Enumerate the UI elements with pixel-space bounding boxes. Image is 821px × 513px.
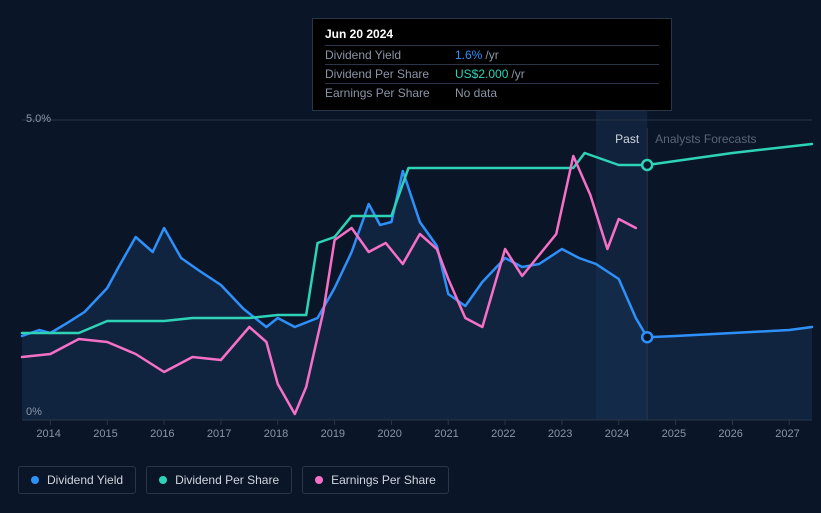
x-axis-label: 2027 [775, 428, 799, 440]
tooltip-row-label: Earnings Per Share [325, 86, 455, 100]
chart-tooltip: Jun 20 2024 Dividend Yield1.6%/yrDividen… [312, 18, 672, 111]
past-region-label: Past [615, 132, 639, 146]
legend-label: Dividend Per Share [175, 473, 279, 487]
x-axis-label: 2022 [491, 428, 515, 440]
tooltip-row-label: Dividend Yield [325, 48, 455, 62]
tooltip-row-suffix: /yr [485, 48, 498, 62]
x-axis-label: 2023 [548, 428, 572, 440]
legend-dot-icon [31, 476, 39, 484]
x-axis-label: 2016 [150, 428, 174, 440]
y-axis-label: 0% [26, 406, 42, 418]
x-axis-label: 2015 [93, 428, 117, 440]
tooltip-row: Earnings Per ShareNo data [325, 83, 659, 102]
y-axis-label: 5.0% [26, 113, 51, 125]
tooltip-row-value: 1.6% [455, 48, 482, 62]
tooltip-row-value: US$2.000 [455, 67, 508, 81]
tooltip-row-value: No data [455, 86, 497, 100]
chart-legend: Dividend Yield Dividend Per Share Earnings… [18, 466, 449, 494]
tooltip-row: Dividend Yield1.6%/yr [325, 45, 659, 64]
tooltip-date: Jun 20 2024 [325, 27, 659, 41]
tooltip-row: Dividend Per ShareUS$2.000/yr [325, 64, 659, 83]
legend-dot-icon [159, 476, 167, 484]
legend-label: Earnings Per Share [331, 473, 436, 487]
x-axis-label: 2020 [377, 428, 401, 440]
x-axis-label: 2025 [662, 428, 686, 440]
tooltip-row-label: Dividend Per Share [325, 67, 455, 81]
legend-item[interactable]: Dividend Yield [18, 466, 136, 494]
forecast-region-label: Analysts Forecasts [655, 132, 756, 146]
legend-item[interactable]: Dividend Per Share [146, 466, 292, 494]
x-axis-label: 2018 [264, 428, 288, 440]
x-axis-label: 2014 [36, 428, 60, 440]
legend-item[interactable]: Earnings Per Share [302, 466, 449, 494]
dividend-chart: 0% 5.0% 2014 2015 2016 2017 2018 2019 2020 2021 2… [0, 0, 821, 508]
legend-dot-icon [315, 476, 323, 484]
legend-label: Dividend Yield [47, 473, 123, 487]
tooltip-row-suffix: /yr [511, 67, 524, 81]
x-axis-label: 2019 [321, 428, 345, 440]
x-axis-label: 2021 [434, 428, 458, 440]
x-axis-label: 2026 [718, 428, 742, 440]
x-axis-label: 2017 [207, 428, 231, 440]
x-axis-label: 2024 [605, 428, 629, 440]
